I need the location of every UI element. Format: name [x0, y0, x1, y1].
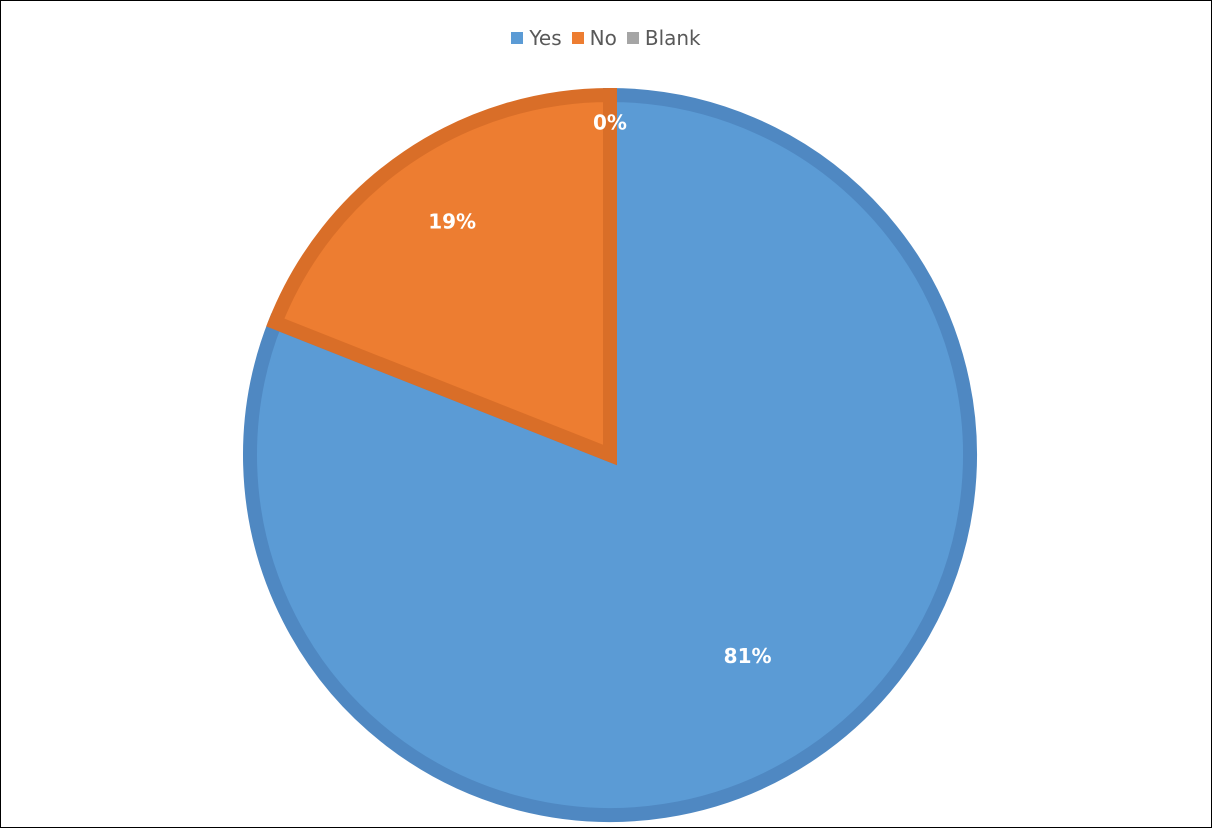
data-label-no: 19% — [428, 209, 476, 233]
pie-labels: 81% 19% 0% — [428, 110, 771, 668]
legend-swatch-blank — [626, 32, 639, 44]
legend-item-blank: Blank — [626, 24, 701, 52]
legend-label-blank: Blank — [644, 26, 701, 50]
legend: Yes No Blank — [0, 24, 1212, 52]
legend-swatch-yes — [511, 32, 524, 44]
data-label-blank: 0% — [593, 110, 627, 134]
pie-slice-no — [266, 87, 617, 466]
legend-label-no: No — [589, 26, 617, 50]
pie-slices — [243, 87, 977, 822]
data-label-yes: 81% — [724, 644, 772, 668]
legend-label-yes: Yes — [529, 26, 562, 50]
legend-swatch-no — [571, 32, 584, 44]
legend-item-no: No — [571, 24, 617, 52]
legend-item-yes: Yes — [511, 24, 562, 52]
